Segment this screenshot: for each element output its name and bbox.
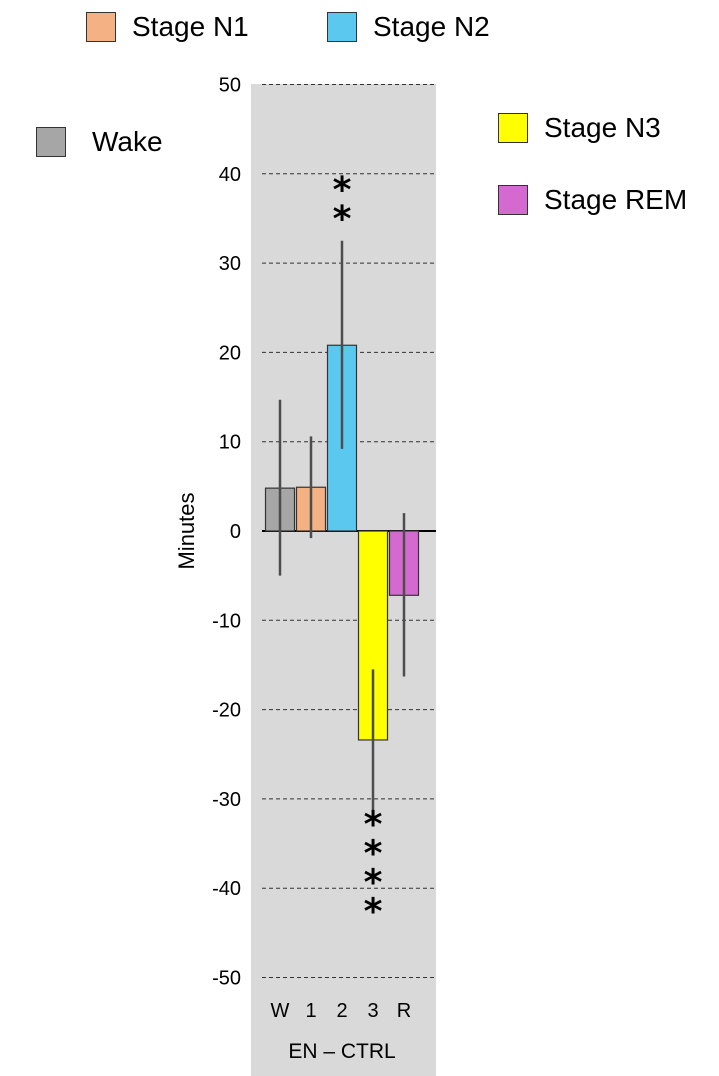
y-tick-label: 30 [219, 253, 241, 275]
error-bars [278, 240, 406, 812]
legend-label-n1: Stage N1 [132, 11, 249, 42]
significance-marks: ****** [333, 170, 383, 933]
y-tick-label: -30 [212, 789, 241, 811]
legend-item-n1: Stage N1 [86, 11, 249, 43]
x-tick-label: 3 [367, 1000, 378, 1022]
legend-label-rem: Stage REM [544, 184, 688, 215]
x-tick-label: 2 [336, 1000, 347, 1022]
legend-label-n2: Stage N2 [373, 11, 490, 42]
y-tick-label: -50 [212, 968, 241, 990]
legend-swatch-wake [36, 127, 66, 157]
y-tick-label: -10 [212, 610, 241, 632]
y-axis-label: Minutes [174, 492, 199, 569]
legend-item-n2: Stage N2 [327, 11, 490, 43]
x-tick-label: R [397, 1000, 411, 1022]
x-tick-label: 1 [305, 1000, 316, 1022]
y-tick-labels: 50 40 30 20 10 0 -10 -20 -30 -40 -50 [212, 75, 241, 990]
legend-label-wake: Wake [92, 126, 163, 157]
legend-swatch-n1 [86, 12, 116, 42]
significance-mark: * [333, 170, 352, 211]
x-tick-label: W [271, 1000, 290, 1022]
y-tick-label: 20 [219, 342, 241, 364]
y-tick-label: 10 [219, 432, 241, 454]
legend-item-wake: Wake [36, 126, 163, 158]
y-tick-label: -40 [212, 878, 241, 900]
significance-mark: * [364, 891, 383, 932]
legend-swatch-n2 [327, 12, 357, 42]
significance-mark: * [364, 833, 383, 874]
y-tick-label: -20 [212, 700, 241, 722]
significance-mark: * [333, 199, 352, 240]
legend-swatch-rem [498, 185, 528, 215]
legend-label-n3: Stage N3 [544, 112, 661, 143]
legend-item-n3: Stage N3 [498, 112, 661, 144]
significance-mark: * [364, 804, 383, 845]
y-tick-label: 50 [219, 75, 241, 97]
significance-mark: * [364, 862, 383, 903]
legend-item-rem: Stage REM [498, 184, 687, 216]
y-tick-label: 0 [230, 521, 241, 543]
y-tick-label: 40 [219, 164, 241, 186]
x-axis-label: EN – CTRL [288, 1040, 395, 1063]
legend-swatch-n3 [498, 113, 528, 143]
